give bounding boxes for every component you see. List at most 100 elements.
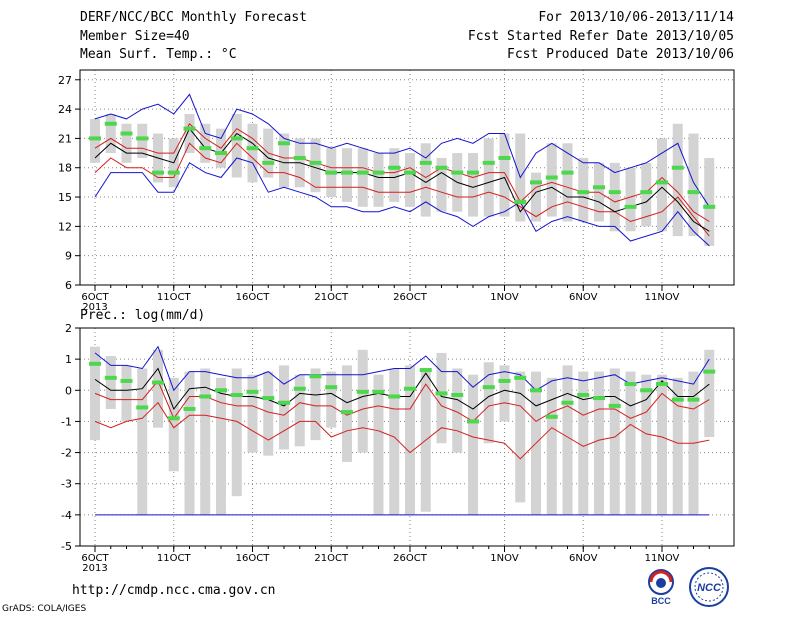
x-tick-label: 11OCT xyxy=(157,553,192,564)
observation-marker xyxy=(89,361,101,366)
observation-marker xyxy=(467,170,479,175)
ensemble-range-bar xyxy=(405,153,415,207)
chart-title: DERF/NCC/BCC Monthly Forecast xyxy=(80,10,307,25)
observation-marker xyxy=(152,170,164,175)
observation-marker xyxy=(530,180,542,185)
x-tick-label: 11NOV xyxy=(645,553,680,564)
ensemble-range-bar xyxy=(468,153,478,217)
observation-marker xyxy=(136,136,149,141)
bcc-logo-icon: BCC xyxy=(648,569,674,606)
forecast-period-label: For 2013/10/06-2013/11/14 xyxy=(538,10,734,25)
ensemble-range-bar xyxy=(499,133,510,217)
observation-marker xyxy=(687,397,700,402)
observation-marker xyxy=(309,374,322,379)
inner-spread-line xyxy=(94,122,710,222)
member-size-label: Member Size=40 xyxy=(80,29,190,44)
x-tick-label: 16OCT xyxy=(236,292,271,303)
ensemble-range-bar xyxy=(389,368,400,515)
y-tick-label: -3 xyxy=(61,478,72,491)
ensemble-range-bar xyxy=(137,123,148,158)
observation-marker xyxy=(104,121,117,126)
ncc-logo-icon: NCC xyxy=(689,567,729,607)
y-tick-label: 21 xyxy=(58,132,72,145)
observation-marker xyxy=(230,392,243,397)
observation-marker xyxy=(419,160,432,165)
observation-marker xyxy=(608,403,621,408)
ensemble-mean-line xyxy=(94,127,710,232)
ensemble-range-bar xyxy=(546,377,557,515)
observation-marker xyxy=(498,155,511,160)
observation-marker xyxy=(640,388,653,393)
observation-marker xyxy=(309,160,322,165)
ensemble-range-bar xyxy=(279,133,289,188)
observation-marker xyxy=(341,170,353,175)
ensemble-range-bar xyxy=(247,374,258,453)
observation-marker xyxy=(325,385,338,390)
ensemble-range-bar xyxy=(483,362,494,444)
observation-marker xyxy=(624,204,637,209)
ensemble-range-bar xyxy=(594,371,604,515)
ensemble-range-bar xyxy=(373,374,384,515)
x-tick-label: 1NOV xyxy=(490,292,519,303)
website-url[interactable]: http://cmdp.ncc.cma.gov.cn xyxy=(72,583,276,598)
observation-marker xyxy=(671,397,684,402)
observation-marker xyxy=(514,375,527,380)
outer-spread-line xyxy=(94,345,710,392)
ensemble-range-bar xyxy=(641,162,652,227)
ensemble-range-bar xyxy=(641,374,652,515)
ensemble-range-bar xyxy=(342,148,352,202)
ensemble-range-bar xyxy=(420,143,431,217)
ensemble-range-bar xyxy=(420,371,431,512)
observation-marker xyxy=(89,136,101,141)
x-tick-label: 26OCT xyxy=(393,292,428,303)
outer-spread-line xyxy=(94,93,710,208)
observation-marker xyxy=(593,396,605,401)
ensemble-range-bar xyxy=(168,377,179,472)
ensemble-range-bar xyxy=(294,374,305,447)
y-tick-label: 24 xyxy=(58,103,72,116)
ensemble-range-bar xyxy=(499,365,510,422)
ensemble-range-bar xyxy=(468,374,478,515)
observation-marker xyxy=(372,170,385,175)
ensemble-range-bar xyxy=(184,371,195,515)
inner-spread-line xyxy=(94,401,710,460)
ensemble-range-bar xyxy=(657,374,667,515)
y-tick-label: 6 xyxy=(65,279,72,292)
ensemble-range-bar xyxy=(704,349,715,437)
ensemble-range-bar xyxy=(357,148,368,207)
ensemble-range-bar xyxy=(515,371,526,503)
observation-marker xyxy=(687,190,700,195)
ensemble-range-bar xyxy=(531,172,541,222)
bcc-logo-text: BCC xyxy=(651,596,671,606)
ensemble-range-bar xyxy=(200,123,211,163)
observation-marker xyxy=(215,388,227,393)
y-tick-label: 15 xyxy=(58,191,72,204)
ensemble-range-bar xyxy=(436,352,447,444)
observation-marker xyxy=(230,136,243,141)
observation-marker xyxy=(577,190,590,195)
observation-marker xyxy=(199,394,212,399)
ensemble-range-bar xyxy=(625,371,636,515)
y-tick-label: 27 xyxy=(58,74,72,87)
x-tick-label: 21OCT xyxy=(314,292,349,303)
ensemble-range-bar xyxy=(578,157,589,222)
ensemble-range-bar xyxy=(672,377,683,515)
observation-marker xyxy=(703,369,716,374)
x-year-label: 2013 xyxy=(82,302,107,313)
observation-marker xyxy=(404,386,416,391)
observation-marker xyxy=(451,392,464,397)
ensemble-range-bar xyxy=(562,143,573,222)
ensemble-mean-line xyxy=(94,367,710,411)
inner-spread-line xyxy=(94,142,710,237)
ensemble-range-bar xyxy=(216,377,226,515)
observation-marker xyxy=(278,141,290,146)
y-tick-label: 0 xyxy=(65,384,72,397)
y-tick-label: 9 xyxy=(65,250,72,263)
observation-marker xyxy=(388,165,401,170)
observation-marker xyxy=(293,386,306,391)
observation-marker xyxy=(183,126,196,131)
observation-marker xyxy=(545,414,558,419)
observation-marker xyxy=(372,389,385,394)
ensemble-range-bar xyxy=(389,148,400,202)
